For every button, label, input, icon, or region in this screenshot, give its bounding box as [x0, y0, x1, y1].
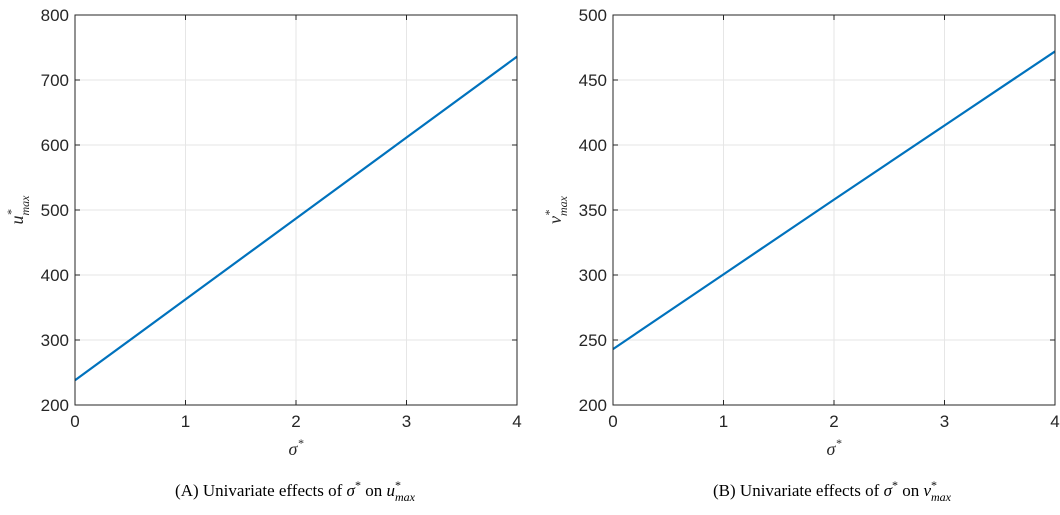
x-tick-label: 3 [402, 412, 411, 431]
x-axis-label-sup: * [297, 436, 303, 450]
series-layer [612, 50, 1056, 351]
caption-var2: v [923, 481, 931, 500]
x-tick-label: 1 [719, 412, 728, 431]
y-axis-label-base: u [7, 216, 27, 225]
y-tick-label: 500 [579, 6, 607, 25]
x-axis-label-base: σ [289, 439, 299, 459]
y-tick-label: 200 [41, 396, 69, 415]
caption-var2: u [386, 481, 395, 500]
y-tick-label: 500 [41, 201, 69, 220]
caption-var1-sup: * [355, 478, 361, 492]
y-axis-label-sub: max [18, 195, 32, 216]
y-axis-label: v*max [542, 195, 570, 224]
y-axis-label-sup: * [4, 210, 18, 216]
tick-layer: 0 1 2 3 4 200 300 400 500 600 700 800 [41, 6, 522, 431]
caption-var1: σ [347, 481, 356, 500]
y-axis-label-base: v [545, 216, 565, 224]
x-axis-label-sup: * [835, 436, 841, 450]
grid-lines [74, 14, 518, 406]
x-tick-label: 2 [291, 412, 300, 431]
x-tick-label: 4 [512, 412, 521, 431]
x-tick-label: 0 [70, 412, 79, 431]
series-line [612, 50, 1056, 351]
x-axis-label-base: σ [827, 439, 837, 459]
series-line [74, 55, 518, 382]
y-tick-label: 450 [579, 71, 607, 90]
caption-var2-sup: * [395, 478, 401, 492]
y-axis-label: u*max [4, 195, 32, 225]
caption-var2-sup: * [931, 478, 937, 492]
x-tick-label: 2 [829, 412, 838, 431]
y-tick-label: 800 [41, 6, 69, 25]
caption-middle: on [898, 481, 924, 500]
x-tick-label: 4 [1050, 412, 1059, 431]
x-axis-label: σ* [827, 436, 842, 459]
caption-var1-sup: * [892, 478, 898, 492]
x-tick-label: 0 [608, 412, 617, 431]
series-layer [74, 55, 518, 382]
caption-prefix: (A) Univariate effects of [175, 481, 347, 500]
x-tick-label: 1 [181, 412, 190, 431]
x-axis-label: σ* [289, 436, 304, 459]
y-tick-label: 300 [41, 331, 69, 350]
y-axis-label-sub: max [556, 195, 570, 216]
caption-var2-sub: max [931, 490, 952, 504]
tick-layer: 0 1 2 3 4 200 250 300 350 400 450 500 [579, 6, 1060, 431]
y-tick-label: 600 [41, 136, 69, 155]
x-tick-label: 3 [940, 412, 949, 431]
caption-b: (B) Univariate effects of σ* on v* max [713, 478, 952, 504]
y-axis-label-sup: * [542, 210, 556, 216]
caption-var2-sub: max [395, 490, 416, 504]
caption-var1: σ [884, 481, 893, 500]
caption-middle: on [361, 481, 387, 500]
grid-lines [612, 14, 1056, 406]
y-tick-label: 200 [579, 396, 607, 415]
y-tick-label: 300 [579, 266, 607, 285]
caption-a: (A) Univariate effects of σ* on u* max [175, 478, 416, 504]
y-tick-label: 400 [41, 266, 69, 285]
y-tick-label: 400 [579, 136, 607, 155]
caption-prefix: (B) Univariate effects of [713, 481, 884, 500]
y-tick-label: 250 [579, 331, 607, 350]
y-tick-label: 350 [579, 201, 607, 220]
y-tick-label: 700 [41, 71, 69, 90]
